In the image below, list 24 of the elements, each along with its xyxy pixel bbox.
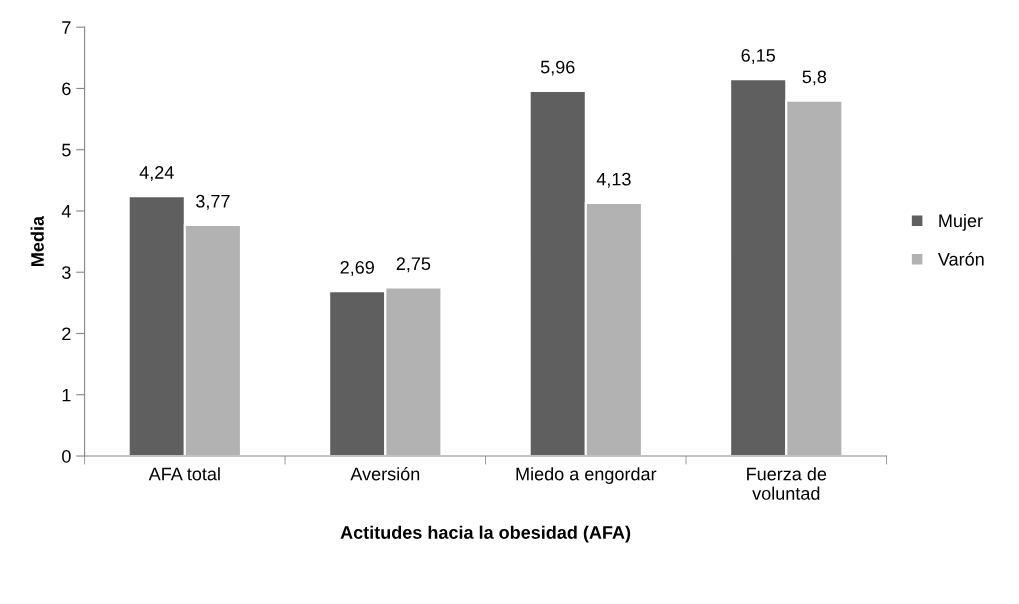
legend-label: Mujer [939,213,983,231]
y-tick-label: 3 [62,266,71,279]
data-label: 5,96 [540,60,575,76]
x-tick-label: AFA total [148,467,220,481]
data-label: 4,24 [139,166,174,181]
y-tick-label: 1 [62,388,71,402]
data-label: 2,75 [396,257,431,273]
y-tick-label: 4 [61,205,71,218]
y-tick-label: 2 [62,327,71,341]
y-tick-label: 6 [62,82,71,96]
x-tick-label: Miedo a engordar [516,467,657,484]
y-tick-label: 0 [62,449,71,463]
data-label: 4,13 [596,172,631,188]
y-axis-title: Media [30,215,44,266]
data-label: 2,69 [340,260,374,276]
data-label: 5,8 [802,70,827,86]
data-label: 6,15 [741,49,776,64]
y-tick-label: 5 [62,143,71,157]
legend-label: Varón [937,252,984,266]
data-label: 3,77 [196,194,230,210]
x-tick-label: Fuerza de voluntad [747,467,827,500]
y-tick-label: 7 [62,21,71,34]
x-tick-label: Aversión [350,466,420,481]
x-axis-title: Actitudes hacia la obesidad (AFA) [340,525,631,543]
